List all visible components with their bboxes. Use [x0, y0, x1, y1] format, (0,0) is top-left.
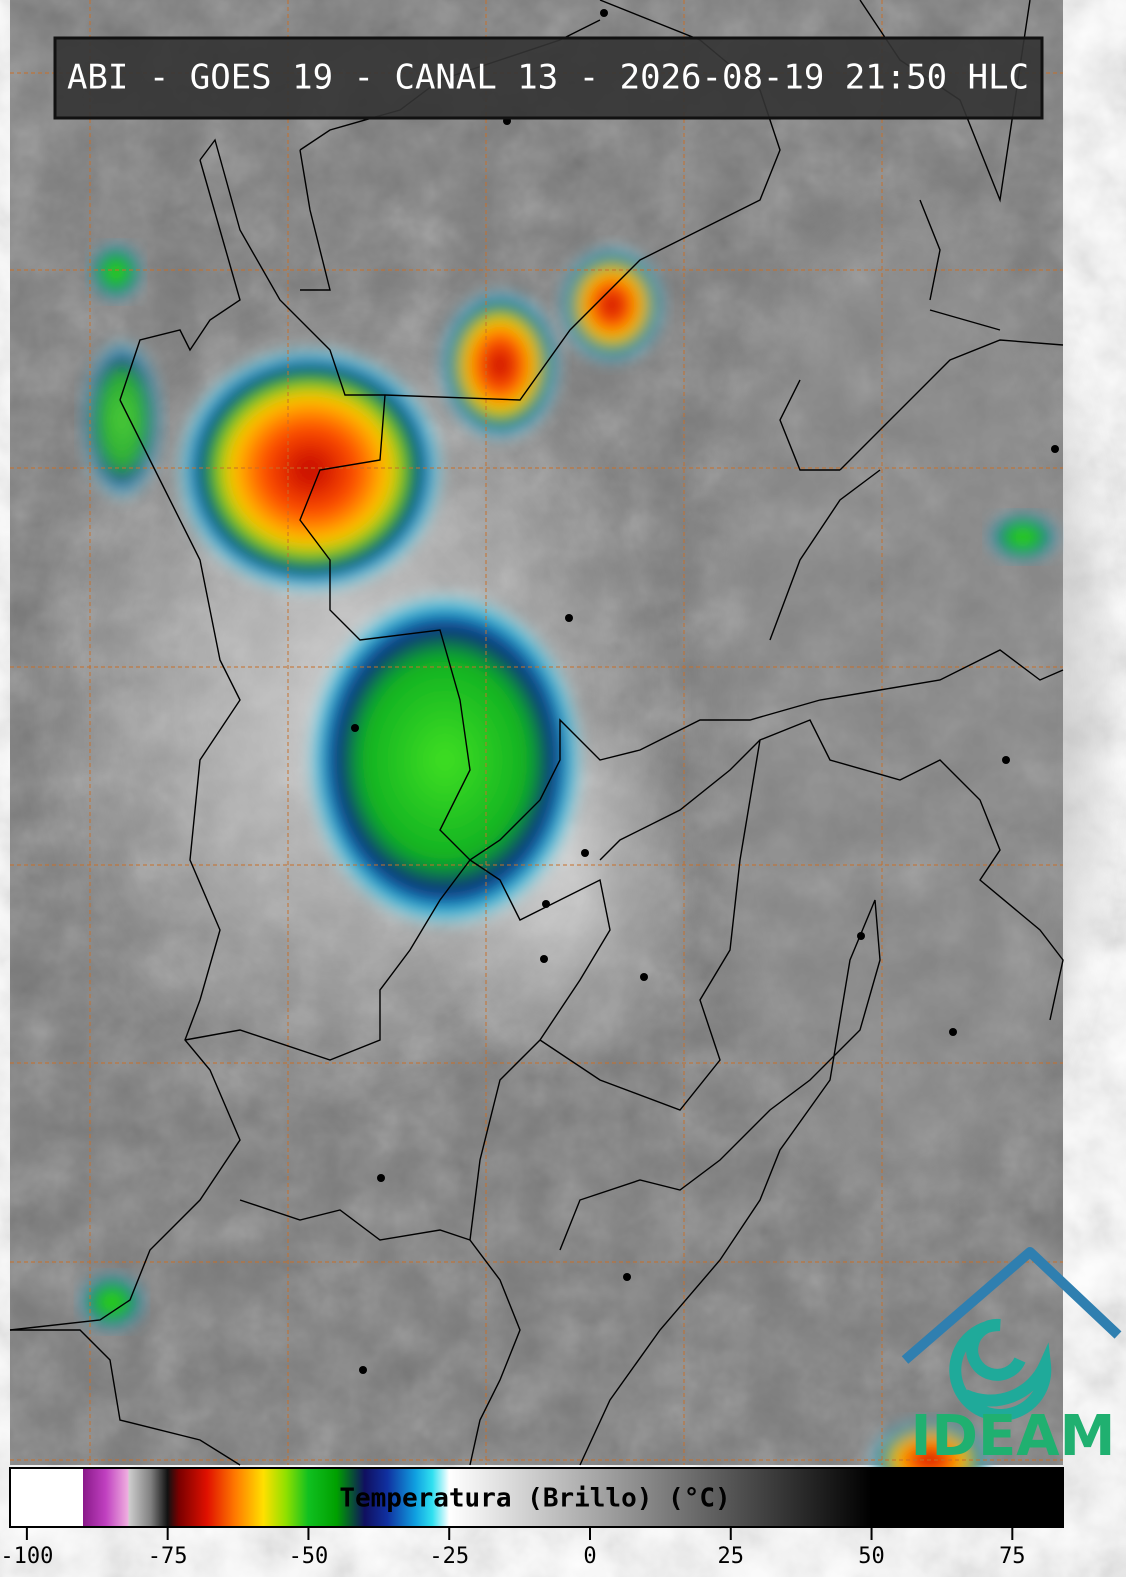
tick-label: 25	[718, 1544, 745, 1569]
tick-label: 0	[583, 1544, 596, 1569]
graticule	[10, 0, 1063, 1465]
borders	[9, 0, 1064, 1466]
colorbar-label: Temperatura (Brillo) (°C)	[339, 1484, 730, 1514]
tick-label: -50	[289, 1544, 329, 1569]
title: ABI - GOES 19 - CANAL 13 - 2026-08-19 21…	[67, 58, 1029, 98]
tick-label: -75	[148, 1544, 188, 1569]
logo: IDEAM	[901, 1247, 1122, 1469]
satellite-map	[9, 0, 1100, 1500]
colorbar: Temperatura (Brillo) (°C) -100 -75 -50 -25 0…	[0, 1467, 1064, 1569]
tick-label: 75	[999, 1544, 1026, 1569]
city-markers	[351, 9, 1059, 1374]
tick-label: 50	[858, 1544, 885, 1569]
tick-label: -100	[0, 1544, 53, 1569]
colorbar-fill	[9, 1467, 1064, 1528]
tick-label: -25	[429, 1544, 469, 1569]
logo-text: IDEAM	[911, 1404, 1116, 1469]
title-box	[53, 36, 1044, 120]
